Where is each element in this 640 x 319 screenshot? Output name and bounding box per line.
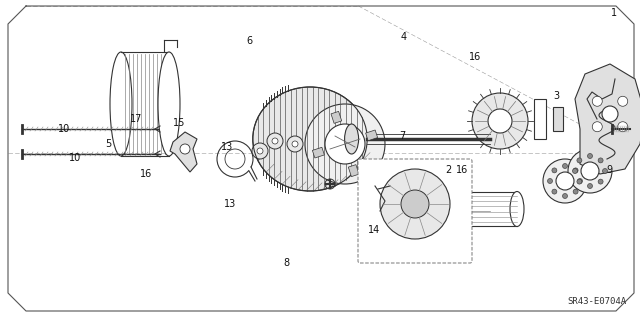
Bar xyxy=(553,107,563,131)
Circle shape xyxy=(252,143,268,159)
Text: 6: 6 xyxy=(246,36,253,47)
Circle shape xyxy=(472,93,528,149)
Circle shape xyxy=(488,109,512,133)
Circle shape xyxy=(577,179,582,183)
Bar xyxy=(331,111,342,123)
Text: 7: 7 xyxy=(399,130,405,141)
Circle shape xyxy=(380,169,450,239)
Circle shape xyxy=(573,168,578,173)
Circle shape xyxy=(547,179,552,183)
Text: 13: 13 xyxy=(224,199,237,209)
Circle shape xyxy=(552,189,557,194)
Circle shape xyxy=(543,159,587,203)
Circle shape xyxy=(292,141,298,147)
Circle shape xyxy=(618,96,628,106)
Text: 4: 4 xyxy=(400,32,406,42)
Circle shape xyxy=(577,179,582,184)
Text: 14: 14 xyxy=(368,225,381,235)
Circle shape xyxy=(602,168,607,174)
Circle shape xyxy=(563,164,568,168)
Circle shape xyxy=(573,189,578,194)
Circle shape xyxy=(573,168,577,174)
Circle shape xyxy=(257,148,263,154)
FancyBboxPatch shape xyxy=(358,159,472,263)
Bar xyxy=(365,130,378,141)
Text: 16: 16 xyxy=(140,169,152,179)
Circle shape xyxy=(588,183,593,189)
Circle shape xyxy=(618,122,628,132)
Text: 15: 15 xyxy=(173,118,186,128)
Text: 16: 16 xyxy=(468,52,481,63)
Circle shape xyxy=(305,104,385,184)
Text: 17: 17 xyxy=(130,114,143,124)
Bar xyxy=(348,165,359,177)
Polygon shape xyxy=(170,132,197,172)
Ellipse shape xyxy=(158,52,180,156)
Circle shape xyxy=(563,194,568,198)
Ellipse shape xyxy=(510,191,524,226)
Circle shape xyxy=(272,138,278,144)
Circle shape xyxy=(552,168,557,173)
Ellipse shape xyxy=(344,124,358,154)
Text: 10: 10 xyxy=(58,124,70,134)
Circle shape xyxy=(401,190,429,218)
Text: 1: 1 xyxy=(611,8,618,18)
Circle shape xyxy=(598,158,603,163)
Text: 8: 8 xyxy=(283,258,289,268)
Polygon shape xyxy=(575,64,640,174)
Circle shape xyxy=(287,136,303,152)
Bar xyxy=(312,147,324,158)
Text: 2: 2 xyxy=(445,165,451,175)
Text: 3: 3 xyxy=(554,91,560,101)
Circle shape xyxy=(602,106,618,122)
Text: SR43-E0704A: SR43-E0704A xyxy=(567,296,626,306)
Circle shape xyxy=(592,96,602,106)
Circle shape xyxy=(180,144,190,154)
Text: 16: 16 xyxy=(456,165,468,175)
Text: 13: 13 xyxy=(221,142,234,152)
Circle shape xyxy=(598,179,603,184)
Text: 9: 9 xyxy=(606,165,612,175)
Text: 5: 5 xyxy=(106,139,112,149)
Text: 10: 10 xyxy=(69,153,82,163)
Circle shape xyxy=(581,162,599,180)
Bar xyxy=(534,99,546,139)
Circle shape xyxy=(568,149,612,193)
Ellipse shape xyxy=(253,87,367,191)
Circle shape xyxy=(325,124,365,164)
Circle shape xyxy=(267,133,283,149)
Circle shape xyxy=(577,158,582,163)
Circle shape xyxy=(556,172,574,190)
Circle shape xyxy=(592,122,602,132)
Circle shape xyxy=(588,153,593,159)
